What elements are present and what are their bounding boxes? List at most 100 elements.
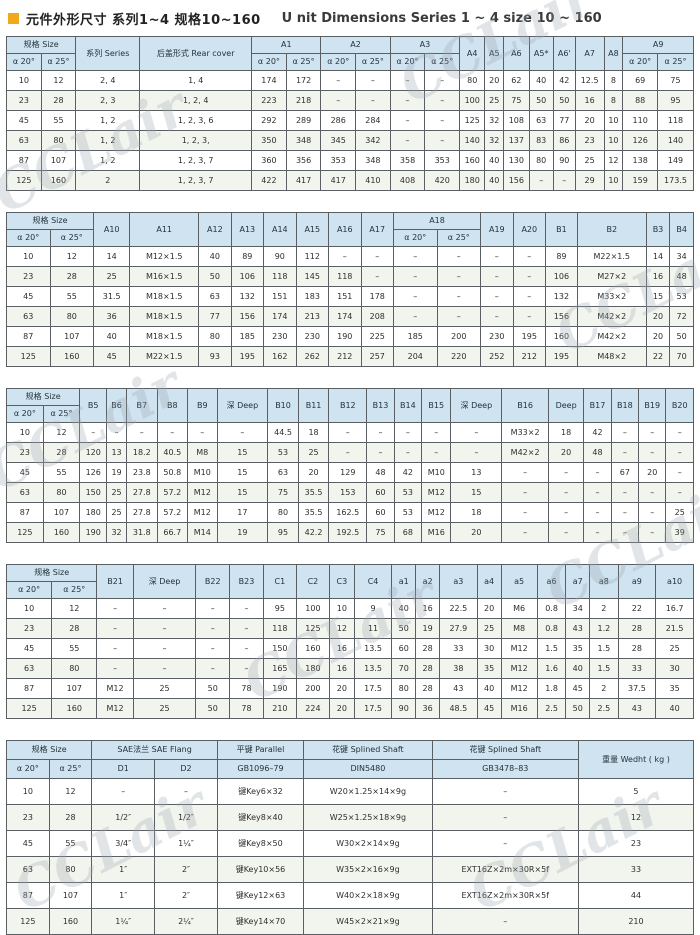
table-cell: 20 — [328, 698, 355, 719]
table-cell: 151 — [263, 286, 297, 307]
table-cell: 86 — [552, 130, 576, 151]
table-cell: 83 — [528, 130, 554, 151]
table-cell: 25 — [476, 618, 502, 639]
table-cell: M18×1.5 — [129, 286, 200, 307]
table-cell: 20 — [476, 598, 502, 619]
table-cell: 118 — [262, 618, 297, 639]
table-cell: 10 — [6, 246, 51, 267]
table-cell: 160 — [40, 170, 77, 191]
table-cell: 28 — [51, 618, 98, 639]
table-cell: 172 — [285, 70, 322, 91]
table-row: 23 28 1/2″ 1/2″ 键Key8×40 W25×1.25×18×9g –12 — [6, 804, 695, 831]
table-cell: M12 — [500, 658, 538, 679]
table-cell: 93 — [198, 346, 232, 367]
dimension-table-b21-a10: 规格 Size B21 深 Deep B22 B23 C1 C2 C3 C4 a1 a2 a3 a4 a5… — [5, 564, 694, 719]
table-cell: 223 — [251, 90, 287, 111]
table-row: 125 160 2 1, 2, 3, 7 422 417 417 410 408 420 180 40… — [6, 170, 694, 191]
table-cell: 185 — [230, 326, 265, 347]
table-cell: 28 — [617, 618, 657, 639]
dimension-table-a10-b4: 规格 Size A10 A11 A12 A13 A14 A15 A16 A17 A18 A19 A20… — [5, 212, 694, 367]
column-header: 规格 Size — [5, 388, 81, 406]
table-cell: – — [320, 70, 357, 91]
table-cell: 160 — [42, 522, 81, 543]
table-cell: 25 — [93, 266, 131, 287]
column-header: α 20° — [393, 229, 438, 247]
table-cell: – — [91, 778, 156, 805]
table-cell: 358 — [389, 150, 426, 171]
table-cell: 230 — [263, 326, 297, 347]
table-cell: – — [638, 482, 667, 503]
column-header: B15 — [421, 388, 452, 423]
table-cell: 键Key8×40 — [216, 804, 305, 831]
table-cell: M12 — [187, 502, 218, 523]
table-cell: 27.8 — [126, 502, 158, 523]
table-cell: – — [610, 502, 640, 523]
table-cell: 174 — [263, 306, 297, 327]
column-header: a10 — [655, 564, 694, 599]
table-cell: 45 — [565, 678, 591, 699]
table-cell: 18.2 — [126, 442, 158, 463]
table-cell: 45 — [5, 638, 53, 659]
header-row: 规格 Size B5 B6 B7 B8 B9 深 Deep B10 B11 B12 B13 B14 B1… — [5, 388, 694, 423]
table-cell: EXT16Z×2m×30R×5f — [431, 856, 579, 883]
table-cell: 43 — [617, 698, 657, 719]
table-cell: 键Key12×63 — [216, 882, 305, 909]
table-cell: 88 — [622, 90, 658, 111]
table-cell: – — [79, 422, 108, 443]
table-cell: 125 — [459, 110, 486, 131]
table-cell: 53 — [267, 442, 299, 463]
table-cell: – — [328, 442, 368, 463]
table-cell: 键Key14×70 — [216, 908, 305, 935]
table-cell: 162 — [263, 346, 297, 367]
table-cell: 210 — [577, 908, 695, 935]
table-cell: 212 — [512, 346, 547, 367]
table-cell: 126 — [622, 130, 658, 151]
column-header: 规格 Size — [5, 212, 95, 230]
table-cell: 19 — [415, 618, 441, 639]
table-cell: 100 — [459, 90, 486, 111]
table-cell: – — [583, 462, 612, 483]
table-cell: 10 — [603, 110, 624, 131]
table-cell: 1, 2, 4 — [139, 90, 253, 111]
table-cell: 35 — [655, 678, 694, 699]
table-cell: 39 — [665, 522, 694, 543]
column-header: B12 — [328, 388, 368, 423]
table-row: 23 28 2, 3 1, 2, 4 223 218– – – –100 25 75 50 50 16 8 8… — [6, 90, 694, 111]
table-cell: 63 — [6, 856, 50, 883]
table-cell: 25 — [297, 442, 330, 463]
column-header: α 20° — [6, 53, 42, 71]
table-cell: 2¼″ — [154, 908, 218, 935]
column-header: α 20° — [6, 759, 50, 779]
table-cell: – — [480, 266, 514, 287]
column-header: α 20° — [5, 581, 53, 599]
column-header: α 25° — [49, 229, 95, 247]
table-cell: 33 — [617, 658, 657, 679]
table-cell: 408 — [389, 170, 426, 191]
table-cell: 125 — [5, 698, 53, 719]
table-cell: – — [450, 442, 503, 463]
table-cell: 348 — [285, 130, 322, 151]
column-header: A9 — [622, 36, 694, 54]
table-cell: 23 — [5, 618, 53, 639]
table-cell: 1, 2 — [75, 110, 141, 131]
table-cell: – — [96, 618, 134, 639]
table-cell: M12×1.5 — [129, 246, 200, 267]
table-cell: 284 — [355, 110, 391, 131]
table-cell: 25 — [574, 150, 605, 171]
column-header: 深 Deep — [132, 564, 197, 599]
orange-square-bullet-icon — [8, 13, 19, 24]
table-cell: 32 — [106, 522, 128, 543]
table-cell: 140 — [459, 130, 486, 151]
table-cell: 220 — [436, 346, 482, 367]
table-cell: W40×2×18×9g — [303, 882, 433, 909]
table-cell: – — [512, 306, 547, 327]
table-cell: 225 — [360, 326, 395, 347]
column-header: C3 — [328, 564, 355, 599]
column-header: a2 — [415, 564, 441, 599]
table-row: 63 80 150 25 27.8 57.2 M12 15 75 35.5 153 60 53 M12 15… — [6, 482, 694, 503]
table-cell: M18×1.5 — [129, 306, 200, 327]
table-cell: M12 — [96, 698, 134, 719]
column-header: B22 — [195, 564, 231, 599]
table-cell: 28 — [49, 266, 95, 287]
table-cell: 33 — [577, 856, 695, 883]
